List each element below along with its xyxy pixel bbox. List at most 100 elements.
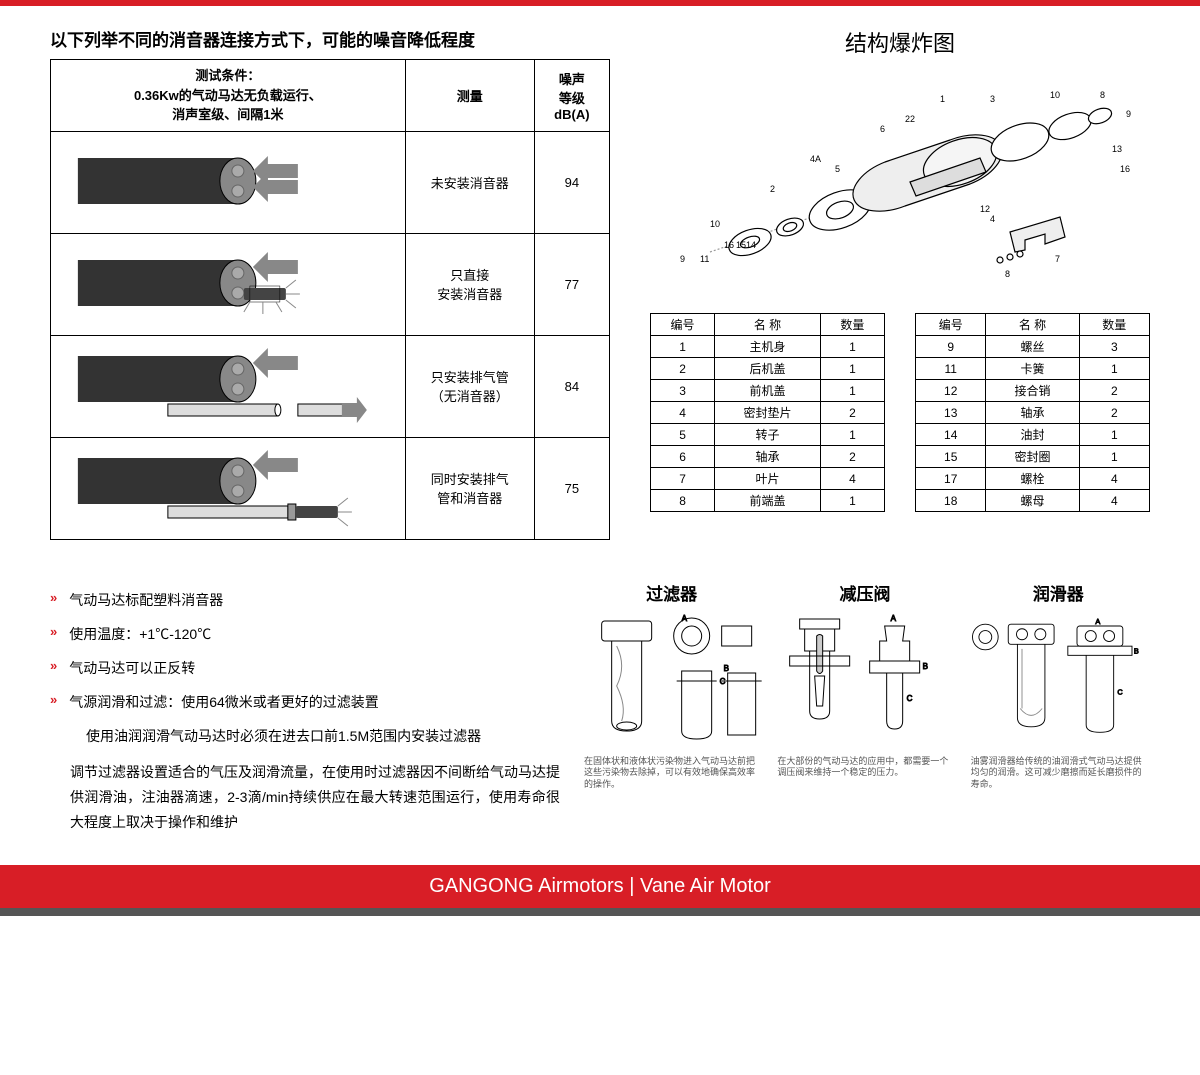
accessory-filter: 过滤器 A C B 在固 <box>580 580 763 836</box>
svg-text:1: 1 <box>940 94 945 104</box>
parts-cell: 3 <box>1079 336 1149 358</box>
parts-cell: 4 <box>1079 490 1149 512</box>
parts-cell: 前机盖 <box>715 380 821 402</box>
parts-cell: 1 <box>651 336 715 358</box>
parts-cell: 1 <box>1079 446 1149 468</box>
bullet-3: »气动马达可以正反转 <box>50 658 560 678</box>
parts-cell: 主机身 <box>715 336 821 358</box>
parts-cell: 1 <box>820 358 884 380</box>
regulator-diagram: A B C <box>773 611 956 751</box>
parts-cell: 2 <box>820 446 884 468</box>
meas-1: 未安装消音器 <box>405 131 534 233</box>
svg-text:3: 3 <box>990 94 995 104</box>
meas-4: 同时安装排气 管和消音器 <box>405 437 534 539</box>
bullets-column: »气动马达标配塑料消音器 »使用温度：+1℃-120℃ »气动马达可以正反转 »… <box>50 580 560 836</box>
parts-cell: 5 <box>651 424 715 446</box>
filter-caption: 在固体状和液体状污染物进入气动马达前把这些污染物去除掉，可以有效地确保高效率的操… <box>580 756 763 791</box>
parts-cell: 1 <box>820 490 884 512</box>
parts-cell: 密封圈 <box>986 446 1079 468</box>
meas-3: 只安装排气管 （无消音器） <box>405 335 534 437</box>
parts-row: 12接合销2 <box>916 380 1150 402</box>
svg-text:16: 16 <box>724 240 734 250</box>
meas-2: 只直接 安装消音器 <box>405 233 534 335</box>
muffler-header-row: 测试条件： 0.36Kw的气动马达无负载运行、 消声室级、间隔1米 测量 噪声 … <box>51 60 610 132</box>
parts-cell: 3 <box>651 380 715 402</box>
bullet-4: »气源润滑和过滤：使用64微米或者更好的过滤装置 <box>50 692 560 712</box>
muffler-title: 以下列举不同的消音器连接方式下，可能的噪音降低程度 <box>50 26 610 51</box>
maintenance-paragraph: 调节过滤器设置适合的气压及润滑流量，在使用时过滤器因不间断给气动马达提供润滑油，… <box>70 760 560 836</box>
parts-tables: 编号名 称数量 1主机身12后机盖13前机盖14密封垫片25转子16轴承27叶片… <box>650 313 1150 512</box>
parts-cell: 7 <box>651 468 715 490</box>
parts-row: 11卡簧1 <box>916 358 1150 380</box>
lubricator-diagram: ABC <box>967 611 1150 751</box>
parts-cell: 8 <box>651 490 715 512</box>
svg-text:A: A <box>682 614 688 623</box>
lower-section: »气动马达标配塑料消音器 »使用温度：+1℃-120℃ »气动马达可以正反转 »… <box>50 580 1150 836</box>
parts-cell: 接合销 <box>986 380 1079 402</box>
svg-text:9: 9 <box>680 254 685 264</box>
svg-text:C: C <box>907 694 913 703</box>
parts-cell: 12 <box>916 380 986 402</box>
accessories-row: 过滤器 A C B 在固 <box>580 580 1150 836</box>
accessory-lubricator: 润滑器 ABC <box>967 580 1150 836</box>
chevron-icon: » <box>50 624 57 644</box>
muffler-diagram-2 <box>59 240 397 326</box>
parts-cell: 9 <box>916 336 986 358</box>
muffler-diagram-3 <box>59 342 397 428</box>
test-conditions-cell: 测试条件： 0.36Kw的气动马达无负载运行、 消声室级、间隔1米 <box>51 60 406 132</box>
parts-row: 18螺母4 <box>916 490 1150 512</box>
lubricator-caption: 油雾润滑器给传统的油润滑式气动马达提供均匀的润滑。这可减少磨擦而延长磨损件的寿命… <box>967 756 1150 791</box>
parts-row: 15密封圈1 <box>916 446 1150 468</box>
muffler-table: 测试条件： 0.36Kw的气动马达无负载运行、 消声室级、间隔1米 测量 噪声 … <box>50 59 610 540</box>
svg-text:16: 16 <box>1120 164 1130 174</box>
muffler-img-1 <box>51 131 406 233</box>
parts-row: 4密封垫片2 <box>651 402 885 424</box>
cond-line1: 0.36Kw的气动马达无负载运行、 <box>59 86 397 106</box>
muffler-section: 以下列举不同的消音器连接方式下，可能的噪音降低程度 测试条件： 0.36Kw的气… <box>50 26 610 540</box>
svg-text:13: 13 <box>1112 144 1122 154</box>
svg-text:8: 8 <box>1005 269 1010 279</box>
svg-text:9: 9 <box>1126 109 1131 119</box>
col-measurement: 测量 <box>405 60 534 132</box>
svg-text:10: 10 <box>1050 90 1060 100</box>
bullet-4-sub: 使用油润润滑气动马达时必须在进去口前1.5M范围内安装过滤器 <box>86 726 560 746</box>
parts-cell: 4 <box>1079 468 1149 490</box>
svg-text:8: 8 <box>1100 90 1105 100</box>
parts-cell: 螺母 <box>986 490 1079 512</box>
upper-section: 以下列举不同的消音器连接方式下，可能的噪音降低程度 测试条件： 0.36Kw的气… <box>50 26 1150 540</box>
regulator-caption: 在大部份的气动马达的应用中，都需要一个调压阀来维持一个稳定的压力。 <box>773 756 956 779</box>
muffler-row-4: 同时安装排气 管和消音器 75 <box>51 437 610 539</box>
parts-cell: 螺栓 <box>986 468 1079 490</box>
parts-cell: 2 <box>820 402 884 424</box>
cond-label: 测试条件： <box>59 66 397 86</box>
svg-text:5: 5 <box>835 164 840 174</box>
svg-text:4A: 4A <box>810 154 821 164</box>
parts-cell: 1 <box>1079 358 1149 380</box>
svg-text:A: A <box>891 614 897 623</box>
parts-cell: 后机盖 <box>715 358 821 380</box>
parts-cell: 2 <box>651 358 715 380</box>
parts-cell: 13 <box>916 402 986 424</box>
footer-brand-bar: GANGONG Airmotors | Vane Air Motor <box>0 865 1200 908</box>
parts-cell: 叶片 <box>715 468 821 490</box>
parts-cell: 4 <box>820 468 884 490</box>
parts-row: 1主机身1 <box>651 336 885 358</box>
parts-row: 7叶片4 <box>651 468 885 490</box>
parts-row: 2后机盖1 <box>651 358 885 380</box>
svg-text:15: 15 <box>736 240 746 250</box>
lubricator-title: 润滑器 <box>967 580 1150 605</box>
db-2: 77 <box>534 233 609 335</box>
db-4: 75 <box>534 437 609 539</box>
muffler-img-2 <box>51 233 406 335</box>
parts-cell: 轴承 <box>986 402 1079 424</box>
chevron-icon: » <box>50 658 57 678</box>
parts-cell: 4 <box>651 402 715 424</box>
footer-grey-bar <box>0 908 1200 916</box>
parts-cell: 17 <box>916 468 986 490</box>
muffler-diagram-4 <box>59 444 397 530</box>
parts-cell: 6 <box>651 446 715 468</box>
svg-text:B: B <box>923 662 928 671</box>
parts-cell: 1 <box>820 424 884 446</box>
parts-row: 13轴承2 <box>916 402 1150 424</box>
parts-cell: 1 <box>1079 424 1149 446</box>
